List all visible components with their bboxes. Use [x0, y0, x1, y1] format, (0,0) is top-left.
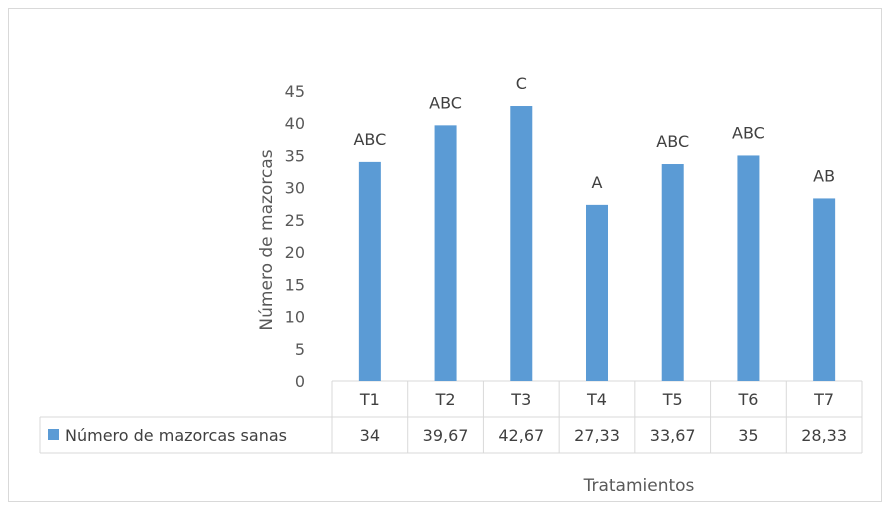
- bar-t5: [661, 164, 684, 381]
- category-label: T1: [359, 390, 380, 409]
- table-value: 27,33: [574, 426, 620, 445]
- y-tick-label: 15: [285, 275, 305, 294]
- significance-label: ABC: [656, 132, 689, 151]
- y-axis-title: Número de mazorcas: [257, 149, 277, 330]
- y-tick-label: 5: [295, 340, 305, 359]
- y-tick-label: 20: [285, 243, 305, 262]
- category-label: T5: [662, 390, 683, 409]
- table-value: 35: [738, 426, 758, 445]
- significance-label: C: [516, 74, 527, 93]
- category-label: T2: [435, 390, 456, 409]
- y-tick-label: 25: [285, 211, 305, 230]
- y-tick-label: 40: [285, 114, 305, 133]
- significance-label: ABC: [353, 130, 386, 149]
- y-tick-label: 35: [285, 146, 305, 165]
- y-tick-label: 45: [285, 82, 305, 101]
- bar-t7: [813, 198, 836, 381]
- y-tick-label: 10: [285, 308, 305, 327]
- bar-t4: [586, 204, 608, 381]
- table-value: 34: [360, 426, 380, 445]
- y-tick-label: 30: [285, 179, 305, 198]
- bar-t3: [510, 106, 533, 381]
- significance-label: ABC: [429, 93, 462, 112]
- significance-label: A: [592, 173, 603, 192]
- table-value: 42,67: [498, 426, 544, 445]
- bars: [358, 106, 836, 381]
- significance-label: AB: [813, 166, 835, 185]
- table-value: 33,67: [650, 426, 696, 445]
- category-label: T7: [813, 390, 834, 409]
- data-table: T1 T2 T3 T4 T5 T6 T7 Número de mazorcas sanas 34…: [39, 381, 863, 454]
- legend-swatch: [48, 429, 59, 440]
- table-value: 28,33: [801, 426, 847, 445]
- table-value: 39,67: [423, 426, 469, 445]
- y-tick-label: 0: [295, 372, 305, 391]
- category-label: T4: [586, 390, 607, 409]
- x-axis-title: Tratamientos: [583, 476, 695, 496]
- legend-series-name: Número de mazorcas sanas: [65, 426, 287, 445]
- category-label: T3: [510, 390, 531, 409]
- significance-labels: ABC ABC C A ABC ABC AB: [353, 74, 835, 192]
- bar-t1: [358, 161, 381, 381]
- significance-label: ABC: [732, 123, 765, 142]
- bar-t6: [737, 155, 760, 381]
- bar-t2: [434, 125, 457, 381]
- y-axis-ticks: 0 5 10 15 20 25 30 35 40 45: [285, 82, 305, 391]
- category-label: T6: [737, 390, 758, 409]
